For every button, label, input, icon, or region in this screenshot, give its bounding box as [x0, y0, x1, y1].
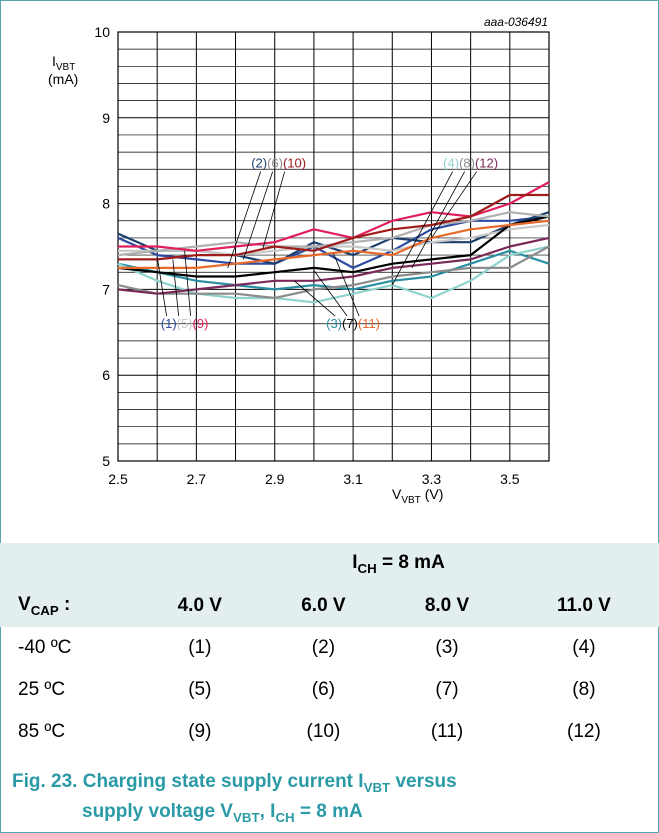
- leader-line: [294, 280, 336, 317]
- leader-line: [243, 171, 274, 260]
- leader-line: [172, 259, 180, 317]
- y-tick-label: 7: [102, 281, 110, 297]
- leader-line: [313, 270, 348, 317]
- table-row: 85 ºC (9) (10) (11) (12): [0, 711, 659, 753]
- leader-line: [262, 171, 286, 249]
- table-cell: (1): [188, 637, 212, 658]
- x-tick-label: 2.5: [108, 471, 128, 487]
- y-axis-label: IVBT: [52, 53, 75, 73]
- callout-labels: (1)(5)(9) (2)(6)(10) (3)(7)(11) (4)(8)(12): [161, 156, 498, 331]
- series-line: [118, 223, 550, 257]
- table-cell: (4): [572, 637, 596, 658]
- table-cell: (7): [435, 679, 459, 700]
- chart-series: [117, 181, 550, 304]
- leader-line: [391, 171, 453, 286]
- chart-ticks: 2.5 2.7 2.9 3.1 3.3 3.5 5 6 7 8 9 10: [94, 24, 519, 487]
- table-cell: (2): [311, 637, 336, 658]
- series-line: [117, 215, 550, 269]
- leader-line: [184, 250, 192, 317]
- callout-group: (1)(5)(9): [161, 316, 209, 331]
- leader-line: [333, 253, 360, 317]
- table-vcap-row: VCAP : 4.0 V 6.0 V 8.0 V 11.0 V: [0, 585, 659, 627]
- table-cell: (3): [435, 637, 459, 658]
- callout-group: (2)(6)(10): [251, 156, 306, 171]
- callout-label: (8): [459, 156, 475, 171]
- table-cell: (9): [188, 721, 212, 742]
- x-tick-label: 3.3: [422, 471, 442, 487]
- table-row: 25 ºC (5) (6) (7) (8): [0, 669, 659, 711]
- y-tick-label: 6: [102, 367, 110, 383]
- chart-grid: [117, 31, 550, 462]
- y-tick-label: 10: [94, 24, 110, 40]
- callout-label: (3): [326, 316, 342, 331]
- temperature-label: -40 ºC: [18, 637, 72, 658]
- series-line: [117, 245, 550, 300]
- condition-table: ICH = 8 mA VCAP : 4.0 V 6.0 V 8.0 V 11.0…: [0, 543, 659, 753]
- callout-label: (9): [193, 316, 209, 331]
- callout-label: (12): [475, 156, 498, 171]
- leader-line: [156, 256, 168, 317]
- callout-label: (2): [251, 156, 267, 171]
- y-tick-label: 5: [102, 453, 110, 469]
- x-tick-label: 2.9: [265, 471, 285, 487]
- figure-caption: Fig. 23. Charging state supply current I…: [12, 770, 652, 830]
- column-header: 11.0 V: [508, 585, 659, 627]
- callout-leaders: [156, 171, 477, 317]
- y-tick-label: 9: [102, 110, 110, 126]
- series-line: [117, 215, 550, 278]
- table-row: -40 ºC (1) (2) (3) (4): [0, 627, 659, 669]
- column-header: 8.0 V: [385, 585, 509, 627]
- series-line: [118, 181, 550, 252]
- callout-label: (1): [161, 316, 177, 331]
- column-header: 4.0 V: [138, 585, 262, 627]
- series-line: [117, 236, 550, 295]
- leader-line: [411, 171, 465, 269]
- figure-code: aaa-036491: [484, 15, 548, 29]
- x-tick-label: 3.5: [500, 471, 520, 487]
- leader-line: [431, 171, 477, 239]
- y-tick-label: 8: [102, 196, 110, 212]
- table-cell: (10): [306, 721, 341, 742]
- table-cell: (12): [567, 721, 601, 742]
- column-header: 6.0 V: [261, 585, 386, 627]
- y-axis-unit: (mA): [48, 71, 78, 87]
- x-tick-label: 2.7: [187, 471, 207, 487]
- series-line: [118, 219, 550, 269]
- callout-group: (4)(8)(12): [443, 156, 498, 171]
- series-line: [118, 193, 549, 261]
- x-axis-label: VVBT (V): [392, 486, 443, 506]
- chart: 2.5 2.7 2.9 3.1 3.3 3.5 5 6 7 8 9 10 aaa-036491 IVB…: [48, 15, 550, 506]
- callout-group: (3)(7)(11): [326, 316, 380, 331]
- callout-label: (4): [443, 156, 459, 171]
- callout-label: (10): [283, 156, 306, 171]
- caption-line-1: Fig. 23. Charging state supply current I…: [12, 771, 457, 795]
- temperature-label: 25 ºC: [18, 679, 66, 700]
- callout-label: (5): [177, 316, 193, 331]
- x-tick-label: 3.1: [343, 471, 363, 487]
- table-cell: (6): [311, 679, 336, 700]
- callout-label: (11): [358, 316, 380, 331]
- vcap-header: VCAP :: [0, 585, 138, 627]
- callout-label: (6): [267, 156, 283, 171]
- table-cell: (8): [572, 679, 596, 700]
- leader-line: [227, 171, 262, 269]
- ich-header: ICH = 8 mA: [138, 543, 659, 585]
- caption-line-2: supply voltage VVBT, ICH = 8 mA: [82, 800, 363, 825]
- callout-label: (7): [342, 316, 358, 331]
- temperature-label: 85 ºC: [18, 721, 66, 742]
- table-ich-row: ICH = 8 mA: [0, 543, 659, 585]
- table-cell: (11): [430, 721, 464, 742]
- table-cell: (5): [188, 679, 212, 700]
